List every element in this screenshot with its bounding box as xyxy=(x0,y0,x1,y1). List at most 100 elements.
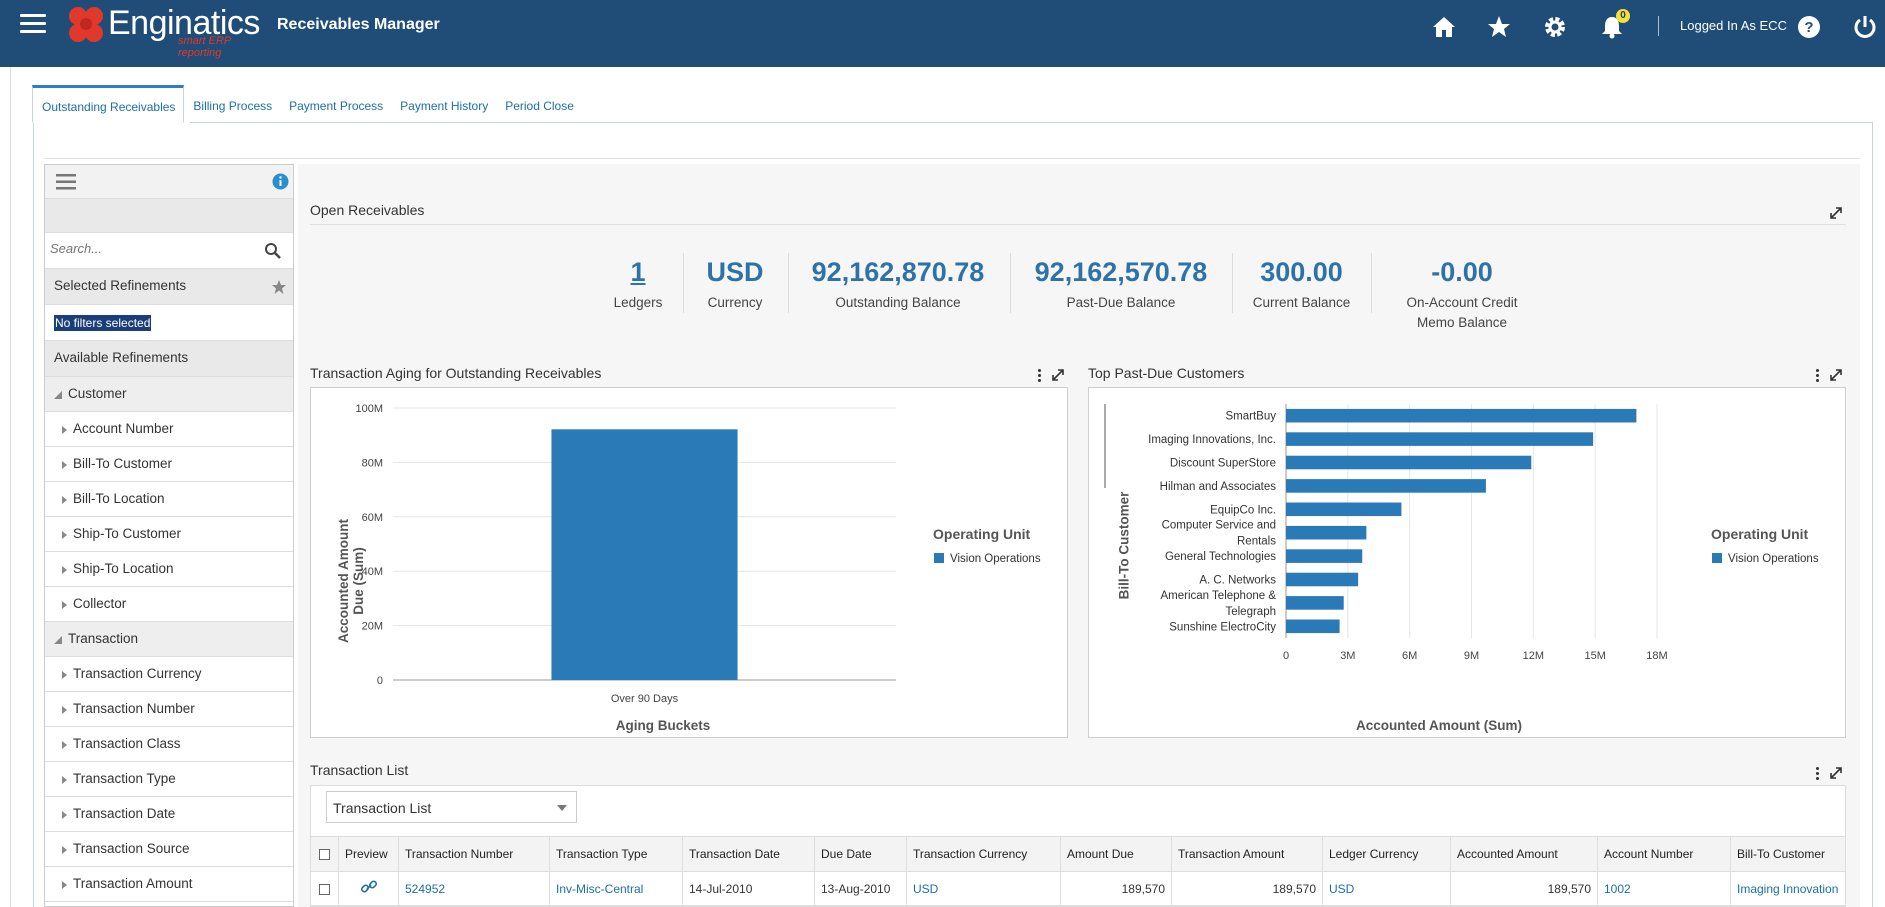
past-due-legend-item: Vision Operations xyxy=(1712,553,1819,565)
col-amount-due[interactable]: Amount Due xyxy=(1060,836,1172,872)
refinement-bill-to-location[interactable]: Bill-To Location xyxy=(45,482,293,517)
aging-x-axis-title: Aging Buckets xyxy=(615,718,711,733)
col-transaction-type[interactable]: Transaction Type xyxy=(549,836,683,872)
selected-refinements-header: Selected Refinements xyxy=(45,269,293,305)
refinement-group-customer[interactable]: Customer xyxy=(45,377,293,412)
ledger-currency-link[interactable]: USD xyxy=(1322,871,1451,906)
stat-outstanding-balance: 92,162,870.78 Outstanding Balance xyxy=(800,257,996,313)
aging-chart-menu-icon[interactable] xyxy=(1038,369,1042,383)
select-all-header xyxy=(310,836,339,872)
aging-legend-item: Vision Operations xyxy=(934,553,1041,565)
ledgers-link[interactable]: 1 xyxy=(630,257,646,287)
stat-past-due-balance: 92,162,570.78 Past-Due Balance xyxy=(1023,257,1219,313)
refinement-transaction-class[interactable]: Transaction Class xyxy=(45,727,293,762)
refinement-search-input[interactable] xyxy=(50,241,250,256)
col-transaction-number[interactable]: Transaction Number xyxy=(398,836,550,872)
select-all-checkbox[interactable] xyxy=(319,849,330,861)
transaction-list-view-select[interactable]: Transaction List xyxy=(326,791,577,823)
settings-gear-icon[interactable] xyxy=(1542,14,1568,40)
table-header-row: Preview Transaction Number Transaction T… xyxy=(310,836,1846,872)
tab-period-close[interactable]: Period Close xyxy=(505,99,574,113)
legend-label: Vision Operations xyxy=(950,553,1041,565)
legend-swatch xyxy=(1712,553,1722,563)
past-due-chart-expand-icon[interactable] xyxy=(1829,368,1843,382)
section-divider xyxy=(44,158,1860,159)
favorites-star-icon[interactable] xyxy=(1486,14,1512,40)
tab-payment-process[interactable]: Payment Process xyxy=(289,99,384,113)
preview-link-icon[interactable] xyxy=(360,880,378,894)
stat-separator xyxy=(1371,253,1372,313)
aging-chart-expand-icon[interactable] xyxy=(1051,368,1065,382)
search-icon[interactable] xyxy=(264,242,282,260)
transaction-list-menu-icon[interactable] xyxy=(1816,767,1820,781)
col-preview[interactable]: Preview xyxy=(338,836,399,872)
expand-icon[interactable] xyxy=(1829,206,1843,220)
refinement-bill-to-customer[interactable]: Bill-To Customer xyxy=(45,447,293,482)
stat-value: 300.00 xyxy=(1260,257,1343,287)
help-icon[interactable]: ? xyxy=(1796,14,1822,40)
refinement-transaction-number[interactable]: Transaction Number xyxy=(45,692,293,727)
bill-to-customer-link[interactable]: Imaging Innovation xyxy=(1730,871,1846,906)
transaction-currency-link[interactable]: USD xyxy=(906,871,1061,906)
notifications-bell-icon[interactable] xyxy=(1599,14,1625,40)
col-accounted-amount[interactable]: Accounted Amount xyxy=(1450,836,1598,872)
menu-icon[interactable] xyxy=(20,14,46,36)
selected-refinements-label: Selected Refinements xyxy=(54,278,187,293)
tab-billing-process[interactable]: Billing Process xyxy=(193,99,273,113)
x-tick-label: 3M xyxy=(1340,650,1355,662)
preview-cell xyxy=(338,871,399,906)
saved-star-icon[interactable] xyxy=(271,279,287,295)
collapse-triangle-icon xyxy=(54,391,62,399)
aging-y-axis-title: Accounted Amount Due (Sum) xyxy=(336,519,366,643)
transaction-list-expand-icon[interactable] xyxy=(1829,766,1843,780)
refinement-group-transaction[interactable]: Transaction xyxy=(45,622,293,657)
x-tick-label: 9M xyxy=(1464,650,1479,662)
refinement-transaction-type[interactable]: Transaction Type xyxy=(45,762,293,797)
col-account-number[interactable]: Account Number xyxy=(1597,836,1731,872)
past-due-chart-menu-icon[interactable] xyxy=(1816,369,1820,383)
refinement-account-number[interactable]: Account Number xyxy=(45,412,293,447)
refinement-transaction-source[interactable]: Transaction Source xyxy=(45,832,293,867)
logged-in-label: Logged In As ECC xyxy=(1680,18,1787,33)
col-bill-to-customer[interactable]: Bill-To Customer xyxy=(1730,836,1846,872)
notification-count-badge: 0 xyxy=(1616,9,1630,23)
refinement-transaction-currency[interactable]: Transaction Currency xyxy=(45,657,293,692)
category-label: Discount SuperStore xyxy=(1170,458,1276,470)
panel-menu-icon[interactable] xyxy=(56,173,76,191)
stat-value: 92,162,870.78 xyxy=(811,257,985,287)
col-ledger-currency[interactable]: Ledger Currency xyxy=(1322,836,1451,872)
power-logout-icon[interactable] xyxy=(1852,14,1878,40)
tab-outstanding-receivables[interactable]: Outstanding Receivables xyxy=(32,85,185,123)
transaction-date-cell: 14-Jul-2010 xyxy=(682,871,815,906)
info-icon[interactable] xyxy=(272,173,289,190)
col-transaction-currency[interactable]: Transaction Currency xyxy=(906,836,1061,872)
past-due-legend-title: Operating Unit xyxy=(1711,526,1809,542)
tab-payment-history[interactable]: Payment History xyxy=(400,99,489,113)
row-checkbox[interactable] xyxy=(319,883,330,895)
stat-label: Past-Due Balance xyxy=(1066,295,1176,310)
stat-current-balance: 300.00 Current Balance xyxy=(1244,257,1359,313)
refinement-transaction-date[interactable]: Transaction Date xyxy=(45,797,293,832)
refinement-ship-to-customer[interactable]: Ship-To Customer xyxy=(45,517,293,552)
stat-currency: USD Currency xyxy=(694,257,776,313)
col-transaction-amount[interactable]: Transaction Amount xyxy=(1171,836,1323,872)
logo-mark-icon xyxy=(69,7,103,42)
category-label: Sunshine ElectroCity xyxy=(1169,621,1276,633)
account-number-link[interactable]: 1002 xyxy=(1597,871,1731,906)
aging-chart: 0 20M 40M 60M 80M 100M Over 90 Days Accounted … xyxy=(310,387,1068,738)
tab-frame xyxy=(33,122,1873,907)
transaction-amount-cell: 189,570 xyxy=(1171,871,1323,906)
transaction-number-link[interactable]: 524952 xyxy=(398,871,550,906)
col-due-date[interactable]: Due Date xyxy=(814,836,907,872)
past-due-chart-title: Top Past-Due Customers xyxy=(1088,365,1245,381)
refinement-transaction-amount[interactable]: Transaction Amount xyxy=(45,867,293,902)
refinement-ship-to-location[interactable]: Ship-To Location xyxy=(45,552,293,587)
transaction-type-link[interactable]: Inv-Misc-Central xyxy=(549,871,683,906)
open-receivables-title: Open Receivables xyxy=(310,202,425,218)
refinement-collector[interactable]: Collector xyxy=(45,587,293,622)
col-transaction-date[interactable]: Transaction Date xyxy=(682,836,815,872)
stat-value: -0.00 xyxy=(1431,257,1493,287)
category-label: Telegraph xyxy=(1225,606,1276,618)
title-rule xyxy=(310,224,1846,225)
home-icon[interactable] xyxy=(1431,14,1457,40)
